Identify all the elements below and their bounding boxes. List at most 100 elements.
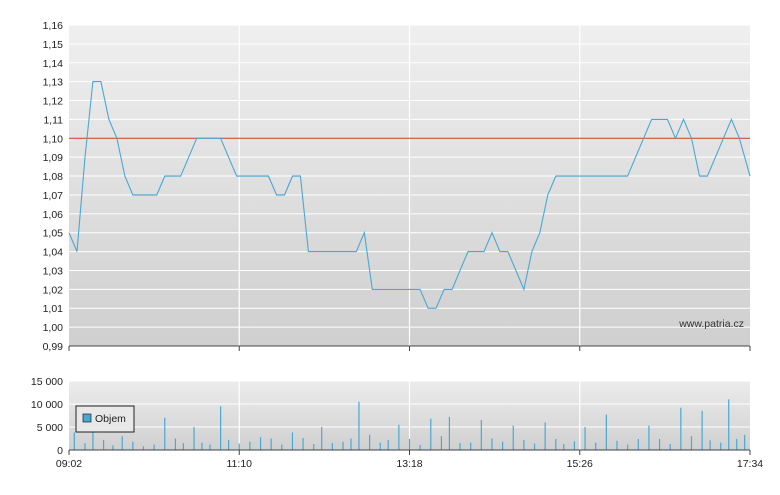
- x-tick-label: 15:26: [567, 458, 593, 470]
- volume-bar: [249, 441, 251, 450]
- volume-bar: [291, 432, 294, 450]
- price-y-tick-labels: 1,16 1,15 1,14 1,13 1,12 1,11 1,10 1,09 1,08 1,07…: [43, 20, 64, 353]
- volume-bar: [238, 443, 240, 450]
- volume-bar: [259, 437, 262, 450]
- volume-bar: [728, 399, 730, 450]
- volume-bar: [658, 438, 661, 450]
- price-y-tick-label: 1,03: [43, 265, 64, 277]
- volume-bar: [142, 446, 145, 450]
- legend-swatch: [82, 413, 92, 423]
- volume-y-tick-label: 5 000: [37, 422, 63, 434]
- volume-bar: [228, 439, 230, 450]
- price-y-tick-label: 1,01: [43, 303, 64, 315]
- volume-bar: [174, 438, 177, 450]
- volume-y-tick-label: 10 000: [31, 399, 63, 411]
- volume-bar: [408, 438, 411, 450]
- volume-bar: [331, 443, 333, 450]
- volume-legend: Objem: [75, 405, 135, 433]
- volume-bar: [595, 442, 597, 450]
- price-y-tick-label: 1,00: [43, 322, 64, 334]
- volume-bar: [736, 438, 738, 450]
- volume-y-tick-labels: 15 000 10 000 5 000 0: [31, 376, 63, 457]
- volume-bar: [648, 425, 650, 450]
- volume-bar: [637, 438, 639, 450]
- volume-bar: [220, 406, 222, 450]
- volume-bar: [193, 427, 195, 450]
- volume-gridlines: [69, 380, 750, 450]
- volume-bar: [398, 424, 400, 450]
- volume-y-tick-label: 15 000: [31, 376, 63, 388]
- volume-bar: [132, 441, 134, 450]
- volume-bar: [201, 442, 203, 450]
- volume-bar: [533, 443, 536, 450]
- volume-bar: [605, 414, 607, 450]
- volume-bar: [701, 410, 703, 450]
- price-series-line: [68, 81, 751, 309]
- volume-bar: [419, 444, 421, 450]
- volume-bar: [512, 425, 514, 450]
- price-y-tick-label: 1,15: [43, 39, 64, 51]
- volume-bar: [313, 444, 315, 450]
- watermark-text: www.patria.cz: [678, 318, 744, 330]
- price-y-tick-label: 1,07: [43, 190, 64, 202]
- volume-bar: [502, 441, 504, 450]
- volume-bar: [744, 434, 746, 450]
- price-y-tick-label: 1,10: [43, 133, 64, 145]
- volume-bar: [387, 439, 389, 450]
- volume-bar: [584, 427, 586, 450]
- price-y-tick-label: 1,12: [43, 96, 64, 108]
- price-y-tick-label: 1,14: [43, 58, 64, 70]
- price-y-tick-label: 1,11: [43, 114, 63, 126]
- volume-bar: [270, 438, 272, 450]
- volume-bar: [709, 440, 711, 450]
- volume-bar: [627, 444, 629, 450]
- price-y-tick-label: 1,08: [43, 171, 64, 183]
- volume-bar: [153, 444, 155, 450]
- volume-bar: [321, 427, 323, 450]
- volume-bar: [459, 443, 461, 450]
- volume-bar: [368, 434, 371, 450]
- volume-bar: [690, 436, 693, 450]
- price-y-tick-label: 1,05: [43, 228, 64, 240]
- volume-y-tick-label: 0: [57, 445, 63, 457]
- volume-bar: [358, 401, 360, 450]
- volume-bar: [573, 441, 576, 450]
- x-tick-label: 17:34: [737, 458, 763, 470]
- volume-bar: [379, 442, 381, 450]
- volume-bar: [470, 442, 472, 450]
- volume-bar: [84, 443, 86, 450]
- volume-bar: [350, 438, 352, 450]
- volume-bar: [430, 418, 432, 450]
- volume-bar: [448, 416, 451, 450]
- legend-label: Objem: [95, 413, 126, 425]
- x-tick-label: 13:18: [396, 458, 422, 470]
- volume-bar: [112, 445, 114, 450]
- volume-bar: [555, 438, 557, 450]
- price-y-tick-label: 0,99: [43, 341, 64, 353]
- volume-bar: [440, 436, 443, 450]
- x-tick-marks: [68, 346, 751, 455]
- volume-bar: [680, 407, 682, 450]
- volume-bar: [73, 432, 75, 450]
- volume-bar: [720, 442, 722, 450]
- volume-bar: [182, 443, 184, 450]
- volume-bar: [209, 444, 211, 450]
- volume-bar: [92, 429, 94, 450]
- price-y-tick-label: 1,04: [43, 247, 64, 259]
- price-y-tick-label: 1,06: [43, 209, 64, 221]
- volume-bar: [302, 438, 304, 450]
- volume-bar: [102, 439, 105, 450]
- volume-bar: [544, 422, 546, 450]
- volume-bar: [491, 438, 493, 450]
- volume-bar: [342, 441, 344, 450]
- volume-bar: [523, 439, 525, 450]
- volume-bar: [669, 444, 671, 450]
- volume-bars: [73, 399, 746, 450]
- volume-bar: [563, 444, 565, 450]
- price-y-tick-label: 1,13: [43, 77, 64, 89]
- volume-bar: [164, 417, 166, 450]
- volume-bar: [281, 444, 283, 450]
- price-y-tick-label: 1,02: [43, 284, 64, 296]
